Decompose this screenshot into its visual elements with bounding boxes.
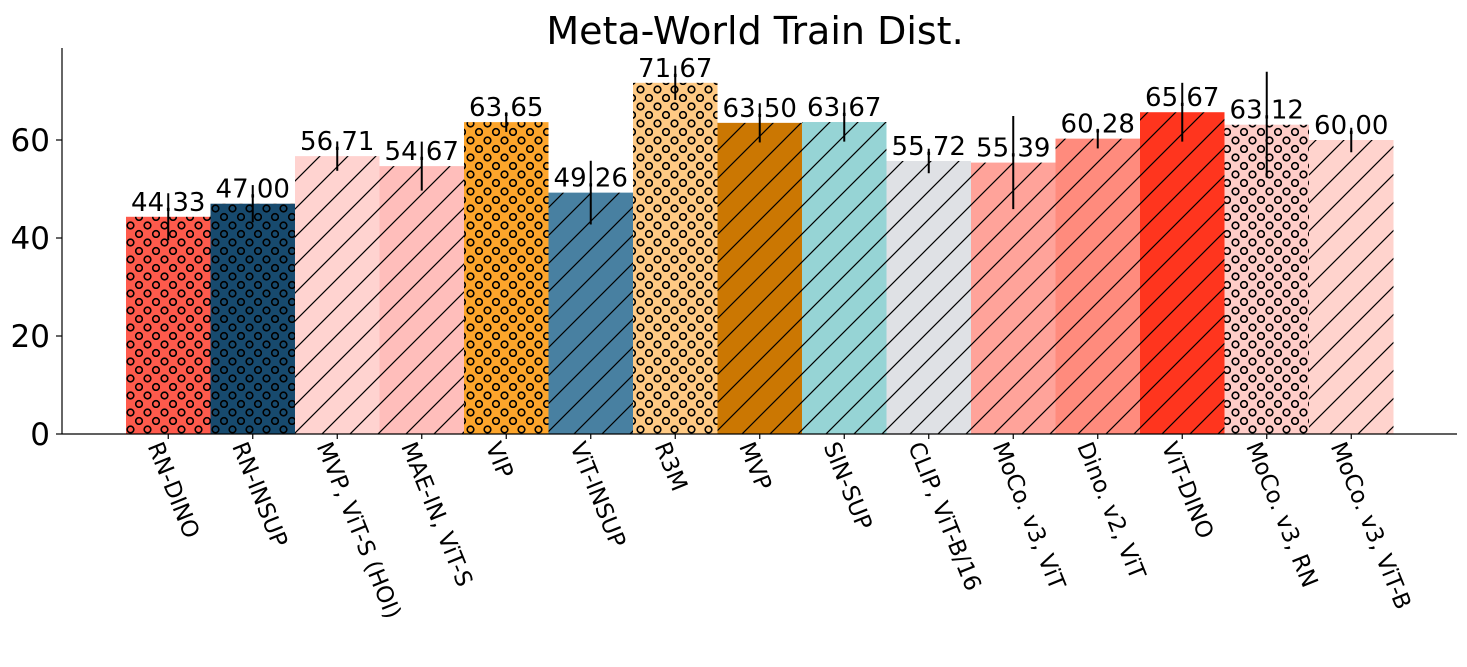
x-tick-label-5: VIP: [480, 439, 518, 483]
x-tick-label-13: ViT-DINO: [1156, 439, 1218, 543]
y-tick-label: 40: [11, 221, 50, 257]
bar-12: [1055, 138, 1140, 435]
x-tick-label-8: MVP: [733, 439, 776, 495]
x-tick-label-2: RN-INSUP: [226, 439, 292, 552]
bar-6: [548, 192, 633, 434]
y-tick-label: 20: [11, 319, 50, 355]
bar-8: [717, 122, 802, 434]
x-tick-label-14: MoCo. v3, RN: [1240, 439, 1322, 592]
y-tick-labels: 0 20 40 60: [11, 123, 62, 453]
value-label-2: 47.00: [216, 175, 290, 205]
bar-15: [1309, 140, 1394, 434]
value-labels-group: 44.33 47.00 56.71 54.67 63.65 49.26 71.67 63.50…: [131, 54, 1388, 218]
bar-1: [126, 216, 211, 434]
x-tick-label-6: ViT-INSUP: [564, 439, 630, 552]
bars-group: [126, 82, 1394, 435]
x-tick-label-9: SIN-SUP: [818, 439, 877, 534]
bar-9: [802, 122, 887, 434]
x-tick-label-10: CLIP, ViT-B/16: [902, 439, 985, 595]
value-label-15: 60.00: [1314, 111, 1388, 141]
value-label-11: 55.39: [976, 134, 1050, 164]
bar-4: [379, 166, 464, 434]
y-tick-label: 0: [30, 417, 50, 453]
value-label-8: 63.50: [723, 94, 797, 124]
bar-3: [295, 156, 380, 434]
bar-10: [886, 160, 971, 435]
x-tick-label-11: MoCo. v3, ViT: [987, 439, 1070, 595]
bar-2: [210, 203, 295, 434]
value-label-10: 55.72: [892, 132, 966, 162]
chart-title: Meta-World Train Dist.: [546, 9, 963, 53]
x-tick-label-12: Dino. v2, ViT: [1071, 439, 1150, 585]
value-label-5: 63.65: [469, 93, 543, 123]
x-tick-label-7: R3M: [649, 439, 692, 496]
value-label-4: 54.67: [385, 137, 459, 167]
x-tick-labels: RN-DINO RN-INSUP MVP, ViT-S (HOI)MAE-IN, V…: [142, 434, 1416, 623]
bar-5: [464, 122, 549, 435]
value-label-12: 60.28: [1061, 110, 1135, 140]
error-bars-group: [167, 65, 1353, 241]
bar-7: [633, 82, 718, 434]
value-label-9: 63.67: [807, 93, 881, 123]
value-label-13: 65.67: [1145, 83, 1219, 113]
value-label-1: 44.33: [131, 188, 205, 218]
x-tick-label-3: MVP, ViT-S (HOI): [311, 439, 406, 623]
x-tick-label-4: MAE-IN, ViT-S: [395, 439, 477, 591]
y-tick-label: 60: [11, 123, 50, 159]
value-label-6: 49.26: [554, 164, 628, 194]
bar-13: [1140, 112, 1225, 434]
value-label-14: 63.12: [1230, 96, 1304, 126]
value-label-7: 71.67: [638, 54, 712, 84]
value-label-3: 56.71: [300, 127, 374, 157]
x-tick-label-15: MoCo. v3, ViT-B: [1325, 439, 1416, 614]
x-tick-label-1: RN-DINO: [142, 439, 204, 543]
